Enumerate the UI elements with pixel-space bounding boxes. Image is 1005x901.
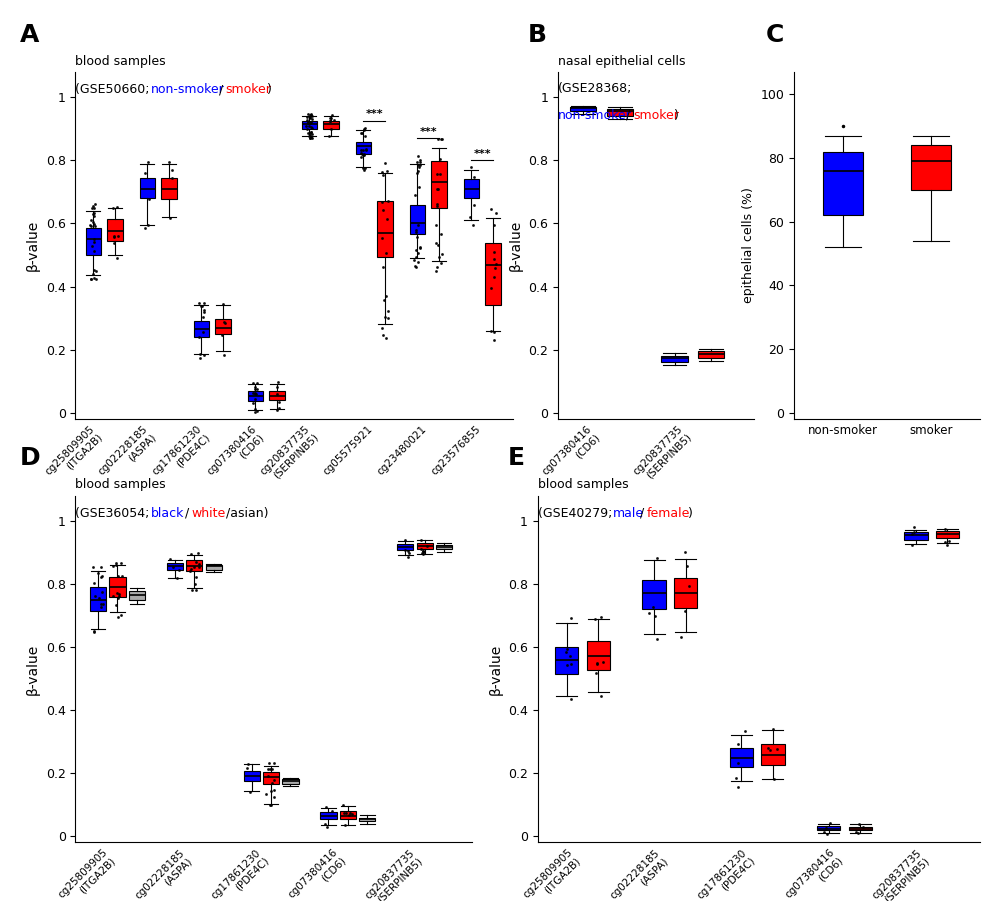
Bar <box>108 219 123 241</box>
Text: male: male <box>613 507 644 520</box>
Bar <box>247 391 263 401</box>
Text: /: / <box>626 109 630 122</box>
Bar <box>89 587 107 611</box>
Bar <box>340 811 356 819</box>
Text: ***: *** <box>419 127 437 137</box>
Text: ***: *** <box>473 149 491 159</box>
Bar <box>463 179 479 198</box>
Text: black: black <box>151 507 184 520</box>
Bar <box>243 771 259 781</box>
Text: D: D <box>20 446 41 470</box>
Bar <box>167 563 183 569</box>
Bar <box>730 748 753 768</box>
Bar <box>848 827 871 831</box>
Bar <box>555 647 579 674</box>
Text: (GSE50660;: (GSE50660; <box>75 84 154 96</box>
Y-axis label: β-value: β-value <box>26 643 40 695</box>
Bar <box>436 545 452 549</box>
Bar <box>912 145 951 190</box>
Text: C: C <box>766 23 784 47</box>
Bar <box>817 826 840 831</box>
Text: non-smoker: non-smoker <box>151 84 224 96</box>
Bar <box>186 560 202 571</box>
Text: ): ) <box>266 84 271 96</box>
Bar <box>302 121 318 129</box>
Bar <box>206 565 222 569</box>
Bar <box>761 744 785 765</box>
Bar <box>397 544 413 551</box>
Text: female: female <box>647 507 690 520</box>
Text: white: white <box>192 507 226 520</box>
Text: (GSE40279;: (GSE40279; <box>538 507 616 520</box>
Bar <box>661 356 687 361</box>
Text: (GSE36054;: (GSE36054; <box>75 507 154 520</box>
Bar <box>263 772 279 784</box>
Bar <box>282 779 298 784</box>
Text: /: / <box>185 507 189 520</box>
Bar <box>377 201 393 257</box>
Bar <box>823 151 862 215</box>
Bar <box>485 243 500 305</box>
Bar <box>269 391 284 400</box>
Text: A: A <box>20 23 39 47</box>
Text: ): ) <box>688 507 692 520</box>
Text: ***: *** <box>366 109 383 119</box>
Bar <box>161 177 177 199</box>
Bar <box>587 642 610 669</box>
Text: E: E <box>508 446 525 470</box>
Bar <box>85 228 102 255</box>
Bar <box>570 106 596 111</box>
Bar <box>215 319 231 334</box>
Bar <box>110 577 126 597</box>
Text: ): ) <box>674 109 678 122</box>
Bar <box>410 205 425 233</box>
Y-axis label: β-value: β-value <box>26 220 40 271</box>
Y-axis label: epithelial cells (%): epithelial cells (%) <box>742 187 755 304</box>
Bar <box>140 177 155 198</box>
Bar <box>129 591 145 600</box>
Text: non-smoker: non-smoker <box>558 109 631 122</box>
Bar <box>359 817 375 821</box>
Text: nasal epithelial cells: nasal epithelial cells <box>558 55 685 68</box>
Text: smoker: smoker <box>226 84 271 96</box>
Bar <box>936 532 959 539</box>
Bar <box>904 532 928 540</box>
Text: B: B <box>528 23 547 47</box>
Bar <box>674 578 697 608</box>
Bar <box>194 321 209 337</box>
Bar <box>324 121 339 129</box>
Text: blood samples: blood samples <box>75 55 166 68</box>
Bar <box>697 351 725 358</box>
Y-axis label: β-value: β-value <box>488 643 502 695</box>
Text: /: / <box>640 507 644 520</box>
Text: (GSE28368;: (GSE28368; <box>558 82 632 95</box>
Text: smoker: smoker <box>633 109 678 122</box>
Bar <box>642 580 665 609</box>
Text: blood samples: blood samples <box>538 478 628 491</box>
Text: /: / <box>219 84 223 96</box>
Bar <box>356 142 371 154</box>
Text: /asian): /asian) <box>226 507 268 520</box>
Y-axis label: β-value: β-value <box>509 220 523 271</box>
Bar <box>321 812 337 819</box>
Text: blood samples: blood samples <box>75 478 166 491</box>
Bar <box>416 542 433 549</box>
Bar <box>431 161 446 208</box>
Bar <box>606 109 633 115</box>
